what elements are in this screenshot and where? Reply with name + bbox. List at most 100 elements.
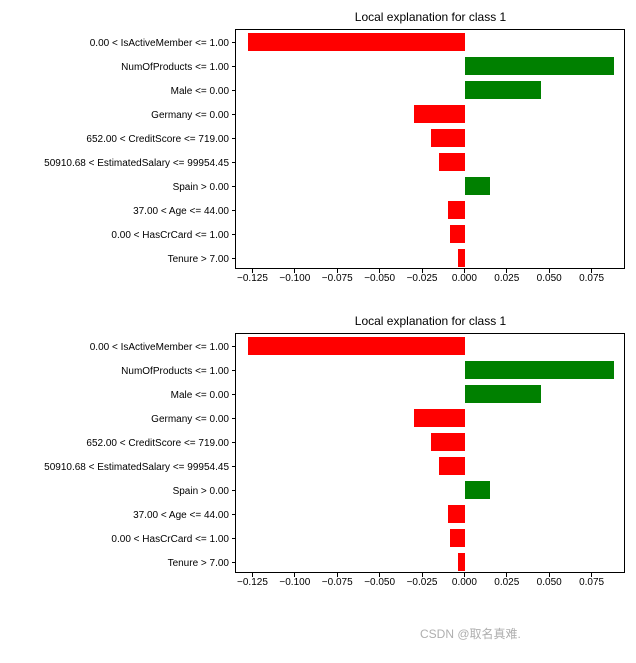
x-tick-label: −0.125 [237,577,268,588]
x-tick: 0.075 [591,269,592,273]
bar [465,361,614,379]
x-tick-label: −0.100 [279,273,310,284]
bar-row [236,478,624,502]
x-tick: 0.000 [464,269,465,273]
feature-label: 0.00 < HasCrCard <= 1.00 [10,223,235,247]
bar-row [236,382,624,406]
x-tick-label: −0.025 [407,273,438,284]
bar-row [236,174,624,198]
bar [448,201,465,219]
x-tick: 0.075 [591,573,592,577]
bar [458,249,465,267]
plot-area [235,29,625,269]
x-tick: −0.075 [337,269,338,273]
x-tick-label: −0.125 [237,273,268,284]
x-tick: −0.075 [337,573,338,577]
bar-row [236,526,624,550]
bar [465,177,490,195]
x-tick: −0.125 [252,573,253,577]
plot-wrapper: −0.125 −0.100 −0.075 −0.050 −0.025 0.000 0.025… [235,333,626,593]
bar-row [236,126,624,150]
bar-row [236,222,624,246]
x-tick-label: 0.025 [494,577,519,588]
feature-label: Tenure > 7.00 [10,551,235,575]
y-axis-labels: 0.00 < IsActiveMember <= 1.00NumOfProduc… [10,333,235,593]
feature-label: Male <= 0.00 [10,383,235,407]
feature-label: 50910.68 < EstimatedSalary <= 99954.45 [10,151,235,175]
feature-label: Spain > 0.00 [10,175,235,199]
x-tick-label: 0.050 [537,273,562,284]
bar [248,337,465,355]
x-tick: −0.050 [379,573,380,577]
bar-row [236,502,624,526]
bar-row [236,54,624,78]
y-axis-labels: 0.00 < IsActiveMember <= 1.00NumOfProduc… [10,29,235,289]
feature-label: NumOfProducts <= 1.00 [10,55,235,79]
x-tick: −0.025 [422,573,423,577]
chart-body: 0.00 < IsActiveMember <= 1.00NumOfProduc… [10,29,626,289]
x-tick: −0.125 [252,269,253,273]
x-tick-label: 0.075 [579,577,604,588]
x-tick-label: −0.025 [407,577,438,588]
bar [439,153,464,171]
chart-title: Local explanation for class 1 [235,314,626,328]
feature-label: Tenure > 7.00 [10,247,235,271]
bar-row [236,406,624,430]
watermark-text: CSDN @取名真难. [420,625,521,642]
feature-label: 0.00 < IsActiveMember <= 1.00 [10,335,235,359]
bar-row [236,30,624,54]
bar-row [236,246,624,270]
feature-label: Male <= 0.00 [10,79,235,103]
bar [431,129,465,147]
x-tick: 0.025 [506,269,507,273]
plot-area [235,333,625,573]
bar-row [236,454,624,478]
bar [458,553,465,571]
x-axis-ticks: −0.125 −0.100 −0.075 −0.050 −0.025 0.000 0.025… [235,269,625,289]
feature-label: Germany <= 0.00 [10,407,235,431]
bar-row [236,358,624,382]
feature-label: 50910.68 < EstimatedSalary <= 99954.45 [10,455,235,479]
x-tick-label: −0.075 [322,577,353,588]
feature-label: NumOfProducts <= 1.00 [10,359,235,383]
chart-body: 0.00 < IsActiveMember <= 1.00NumOfProduc… [10,333,626,593]
bar [450,529,465,547]
plot-wrapper: −0.125 −0.100 −0.075 −0.050 −0.025 0.000 0.025… [235,29,626,289]
x-tick: −0.100 [294,269,295,273]
bar-row [236,150,624,174]
bar [439,457,464,475]
x-tick-label: 0.000 [452,273,477,284]
x-tick-label: −0.100 [279,577,310,588]
x-tick-label: 0.000 [452,577,477,588]
bar [465,385,541,403]
bar [465,81,541,99]
bar [414,409,465,427]
x-tick: −0.100 [294,573,295,577]
x-tick: −0.050 [379,269,380,273]
x-tick-label: 0.075 [579,273,604,284]
feature-label: 37.00 < Age <= 44.00 [10,199,235,223]
bar [450,225,465,243]
x-tick-label: −0.050 [364,577,395,588]
x-tick: 0.050 [549,269,550,273]
x-tick-label: −0.075 [322,273,353,284]
x-tick: 0.025 [506,573,507,577]
feature-label: Germany <= 0.00 [10,103,235,127]
x-tick-label: −0.050 [364,273,395,284]
bar-row [236,198,624,222]
bar [248,33,465,51]
bar-row [236,430,624,454]
chart-1: Local explanation for class 10.00 < IsAc… [10,314,626,593]
bar-row [236,334,624,358]
bar-row [236,550,624,574]
feature-label: 652.00 < CreditScore <= 719.00 [10,127,235,151]
bar [431,433,465,451]
chart-0: Local explanation for class 10.00 < IsAc… [10,10,626,289]
x-axis-ticks: −0.125 −0.100 −0.075 −0.050 −0.025 0.000 0.025… [235,573,625,593]
feature-label: 0.00 < IsActiveMember <= 1.00 [10,31,235,55]
feature-label: Spain > 0.00 [10,479,235,503]
bar [465,57,614,75]
bar [448,505,465,523]
feature-label: 0.00 < HasCrCard <= 1.00 [10,527,235,551]
feature-label: 652.00 < CreditScore <= 719.00 [10,431,235,455]
